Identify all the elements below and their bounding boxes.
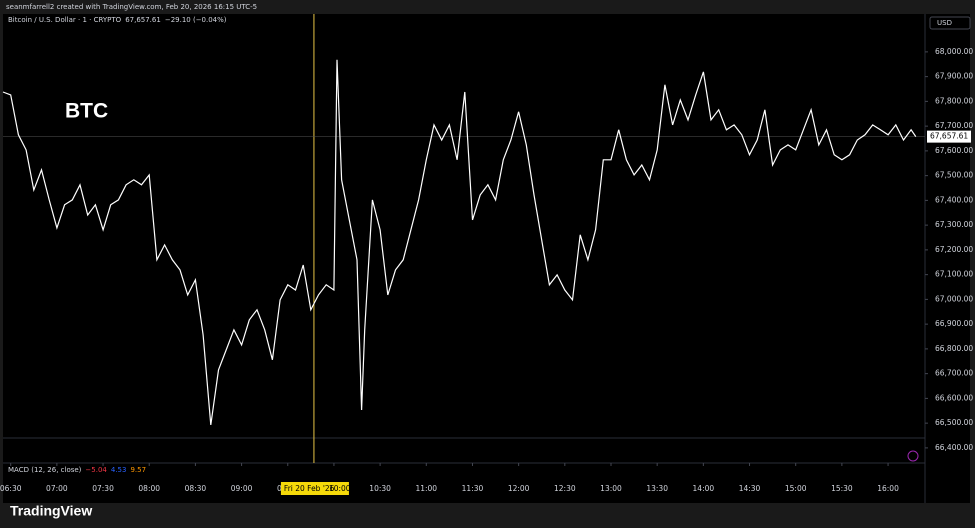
x-tick-label: 13:30 (646, 484, 668, 493)
indicator-icon[interactable] (907, 450, 919, 462)
y-tick-label: 66,700.00 (935, 369, 973, 378)
x-tick-label: 08:00 (138, 484, 160, 493)
x-tick-label: 14:00 (693, 484, 715, 493)
x-tick-label: 13:00 (600, 484, 622, 493)
y-tick-label: 67,600.00 (935, 146, 973, 155)
x-tick-label: 06:30 (0, 484, 22, 493)
y-tick-label: 67,200.00 (935, 245, 973, 254)
change: −29.10 (−0.04%) (165, 16, 227, 24)
x-tick-label: 11:00 (415, 484, 437, 493)
x-tick-label: 08:30 (185, 484, 207, 493)
x-tick-label: 07:30 (92, 484, 114, 493)
y-tick-label: 67,100.00 (935, 270, 973, 279)
currency[interactable]: USD (937, 19, 952, 27)
x-tick-label: 10:30 (369, 484, 391, 493)
price: 67,657.61 (125, 16, 161, 24)
y-tick-label: 66,900.00 (935, 319, 973, 328)
last-price-tag (927, 130, 971, 143)
y-tick-label: 67,000.00 (935, 294, 973, 303)
y-tick-label: 67,400.00 (935, 195, 973, 204)
currency-box[interactable] (929, 16, 971, 30)
macd-legend: MACD (12, 26, close) −5.04 4.53 9.57 (8, 466, 146, 474)
y-tick-label: 66,400.00 (935, 443, 973, 452)
brand: TradingView (10, 503, 92, 519)
y-tick-label: 68,000.00 (935, 47, 973, 56)
macd-value: −5.04 (85, 466, 107, 474)
y-tick-label: 67,800.00 (935, 96, 973, 105)
y-tick-label: 67,700.00 (935, 121, 973, 130)
chart-title: BTC (65, 100, 108, 123)
x-tick-label: 16:00 (877, 484, 899, 493)
x-tick-label: 09:00 (231, 484, 253, 493)
y-tick-label: 67,500.00 (935, 171, 973, 180)
crosshair-date: Fri 20 Feb '26 (284, 484, 335, 493)
y-tick-label: 67,900.00 (935, 72, 973, 81)
x-tick-label: 12:00 (508, 484, 530, 493)
x-tick-label: 14:30 (739, 484, 761, 493)
x-tick-label: 11:30 (462, 484, 484, 493)
y-tick-label: 66,500.00 (935, 418, 973, 427)
price-line (2, 59, 917, 425)
crosshair-label-bg (280, 482, 349, 495)
y-tick-label: 67,300.00 (935, 220, 973, 229)
x-tick-label: 15:00 (785, 484, 807, 493)
x-tick-label: 12:30 (554, 484, 576, 493)
x-tick-label: 10:00 (329, 484, 351, 493)
chart-area (3, 14, 970, 503)
credit: seanmfarrell2 created with TradingView.c… (6, 3, 257, 11)
macd-label: MACD (12, 26, close) (8, 466, 82, 474)
x-tick-label: 15:30 (831, 484, 853, 493)
last-price-label: 67,657.61 (930, 132, 968, 141)
symbol: Bitcoin / U.S. Dollar · 1 · CRYPTO 67,657… (8, 16, 227, 24)
y-tick-label: 66,800.00 (935, 344, 973, 353)
y-tick-label: 66,600.00 (935, 393, 973, 402)
macd-value: 4.53 (111, 466, 127, 474)
x-tick-label: 07:00 (46, 484, 68, 493)
symbol-name: Bitcoin / U.S. Dollar · 1 · CRYPTO (8, 16, 122, 24)
macd-value: 9.57 (130, 466, 146, 474)
